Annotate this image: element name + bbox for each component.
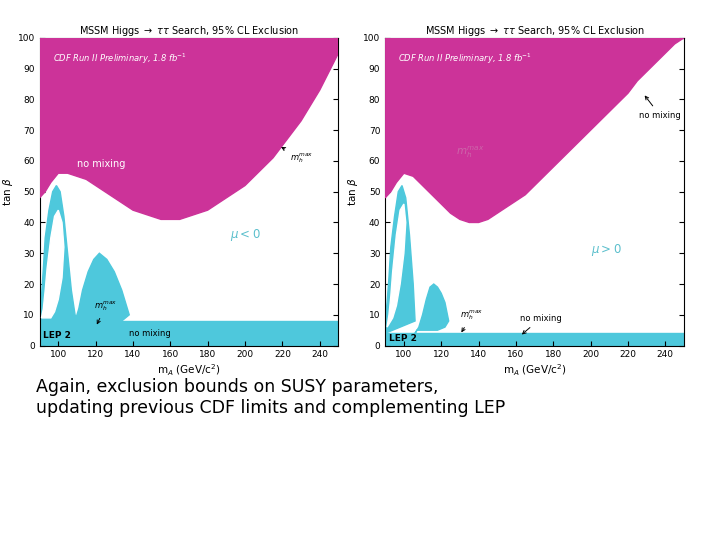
- Polygon shape: [40, 186, 81, 321]
- X-axis label: m$_A$ (GeV/c$^2$): m$_A$ (GeV/c$^2$): [503, 362, 567, 377]
- Polygon shape: [75, 253, 130, 321]
- Text: no mixing: no mixing: [639, 96, 681, 120]
- Text: CDF Run II Preliminary, 1.8 fb$^{-1}$: CDF Run II Preliminary, 1.8 fb$^{-1}$: [53, 52, 186, 66]
- Title: MSSM Higgs $\rightarrow$ $\tau\tau$ Search, 95% CL Exclusion: MSSM Higgs $\rightarrow$ $\tau\tau$ Sear…: [79, 24, 299, 38]
- Polygon shape: [40, 38, 338, 219]
- Text: no mixing: no mixing: [520, 314, 562, 334]
- Polygon shape: [385, 186, 415, 333]
- Text: $m_h^{max}$: $m_h^{max}$: [456, 144, 485, 160]
- Text: Again, exclusion bounds on SUSY parameters,
updating previous CDF limits and com: Again, exclusion bounds on SUSY paramete…: [36, 378, 505, 417]
- Text: CDF Run II Preliminary, 1.8 fb$^{-1}$: CDF Run II Preliminary, 1.8 fb$^{-1}$: [398, 52, 532, 66]
- Text: $m_h^{max}$: $m_h^{max}$: [460, 309, 483, 332]
- Text: $m_h^{max}$: $m_h^{max}$: [94, 300, 117, 323]
- Title: MSSM Higgs $\rightarrow$ $\tau\tau$ Search, 95% CL Exclusion: MSSM Higgs $\rightarrow$ $\tau\tau$ Sear…: [425, 24, 644, 38]
- Polygon shape: [385, 38, 684, 222]
- Text: no mixing: no mixing: [77, 159, 125, 169]
- Y-axis label: tan $\beta$: tan $\beta$: [346, 178, 360, 206]
- Text: $m_h^{max}$: $m_h^{max}$: [282, 147, 313, 165]
- Text: LEP 2: LEP 2: [43, 331, 71, 340]
- Polygon shape: [42, 210, 64, 318]
- X-axis label: m$_A$ (GeV/c$^2$): m$_A$ (GeV/c$^2$): [157, 362, 221, 377]
- Text: no mixing: no mixing: [130, 329, 171, 339]
- Polygon shape: [415, 284, 449, 333]
- Text: LEP 2: LEP 2: [389, 334, 417, 343]
- Polygon shape: [387, 204, 406, 327]
- Y-axis label: tan $\beta$: tan $\beta$: [1, 178, 14, 206]
- Text: $\mu<0$: $\mu<0$: [230, 227, 261, 243]
- Text: $\mu>0$: $\mu>0$: [590, 242, 621, 258]
